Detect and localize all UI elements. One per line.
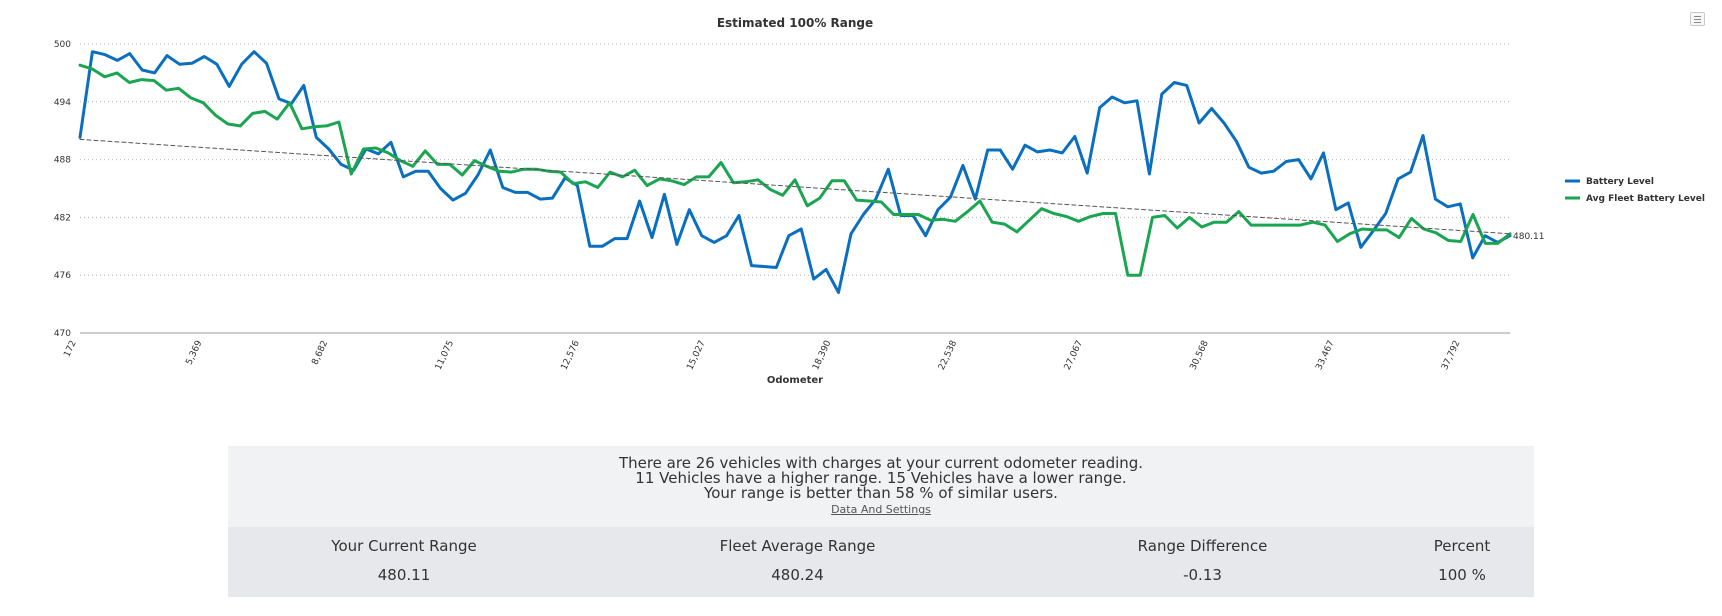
range-difference-stat: Range Difference -0.13 [1015,527,1390,597]
current-range-label: Your Current Range [331,537,477,555]
x-tick-label: 37,792 [1440,339,1462,372]
battery-level-line [78,50,1512,294]
x-tick-label: 8,682 [310,339,330,367]
x-tick-label: 18,390 [811,339,833,372]
series-layer [78,50,1512,294]
range-stats-row: Your Current Range 480.11 Fleet Average … [228,527,1534,597]
y-tick-label: 494 [54,98,71,108]
y-tick-label: 500 [54,40,71,50]
avg-fleet-battery-line [78,63,1512,277]
x-axis-title: Odometer [767,375,823,386]
percent-value: 100 % [1438,566,1486,584]
range-difference-label: Range Difference [1137,537,1268,555]
fleet-average-value: 480.24 [771,566,824,584]
chart-legend: Battery Level Avg Fleet Battery Level [1565,177,1705,204]
y-tick-label: 470 [54,329,71,339]
current-range-value: 480.11 [377,566,431,584]
y-tick-label: 488 [54,156,71,166]
x-tick-label: 5,369 [185,339,205,367]
end-value-label: 480.11 [1513,232,1545,242]
fleet-average-label: Fleet Average Range [719,537,876,555]
legend-label[interactable]: Battery Level [1586,177,1654,187]
data-and-settings-link[interactable]: Data And Settings [831,503,931,516]
percent-stat: Percent 100 % [1390,527,1534,597]
trend-line [79,138,1511,235]
range-chart: Estimated 100% Range 470476482488494500 … [54,16,1705,386]
x-tick-label: 27,067 [1063,339,1085,372]
summary-line-higher-lower: 11 Vehicles have a higher range. 15 Vehi… [635,469,1127,487]
range-difference-value: -0.13 [1183,566,1222,584]
x-tick-label: 12,576 [560,339,582,372]
x-tick-label: 30,568 [1189,339,1211,372]
y-tick-label: 476 [54,271,71,281]
fleet-average-stat: Fleet Average Range 480.24 [580,527,1015,597]
x-tick-label: 15,027 [685,339,707,372]
percent-label: Percent [1433,537,1491,555]
comparison-summary: There are 26 vehicles with charges at yo… [228,446,1534,527]
x-tick-label: 11,075 [434,339,456,372]
current-range-stat: Your Current Range 480.11 [228,527,580,597]
chart-title: Estimated 100% Range [717,16,873,30]
range-summary-panel: There are 26 vehicles with charges at yo… [228,446,1534,597]
y-axis-ticks: 470 476 482 488 494 500 [54,40,71,339]
x-tick-label: 22,538 [937,339,959,372]
x-axis-ticks: 172 5,369 8,682 11,075 12,576 15,027 18,390 22,… [62,339,1462,372]
x-tick-label: 33,467 [1314,339,1336,372]
legend-label[interactable]: Avg Fleet Battery Level [1586,194,1705,204]
summary-line-vehicle-count: There are 26 vehicles with charges at yo… [618,454,1144,472]
y-tick-label: 482 [54,213,71,223]
x-tick-label: 172 [62,339,78,359]
summary-line-percentile: Your range is better than 58 % of simila… [704,484,1058,502]
chart-menu-button[interactable] [1690,12,1705,26]
